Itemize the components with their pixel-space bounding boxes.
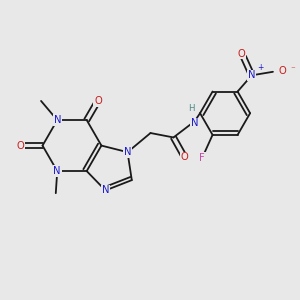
Text: N: N	[124, 147, 131, 157]
Text: O: O	[237, 49, 245, 58]
Text: N: N	[53, 115, 61, 125]
Text: F: F	[199, 152, 205, 163]
Text: N: N	[191, 118, 198, 128]
Text: O: O	[181, 152, 188, 163]
Text: H: H	[188, 104, 194, 113]
Text: O: O	[278, 66, 286, 76]
Text: O: O	[16, 141, 24, 151]
Text: +: +	[257, 63, 263, 72]
Text: N: N	[248, 70, 256, 80]
Text: N: N	[53, 166, 61, 176]
Text: ⁻: ⁻	[291, 65, 295, 74]
Text: O: O	[94, 96, 102, 106]
Text: N: N	[102, 185, 109, 195]
